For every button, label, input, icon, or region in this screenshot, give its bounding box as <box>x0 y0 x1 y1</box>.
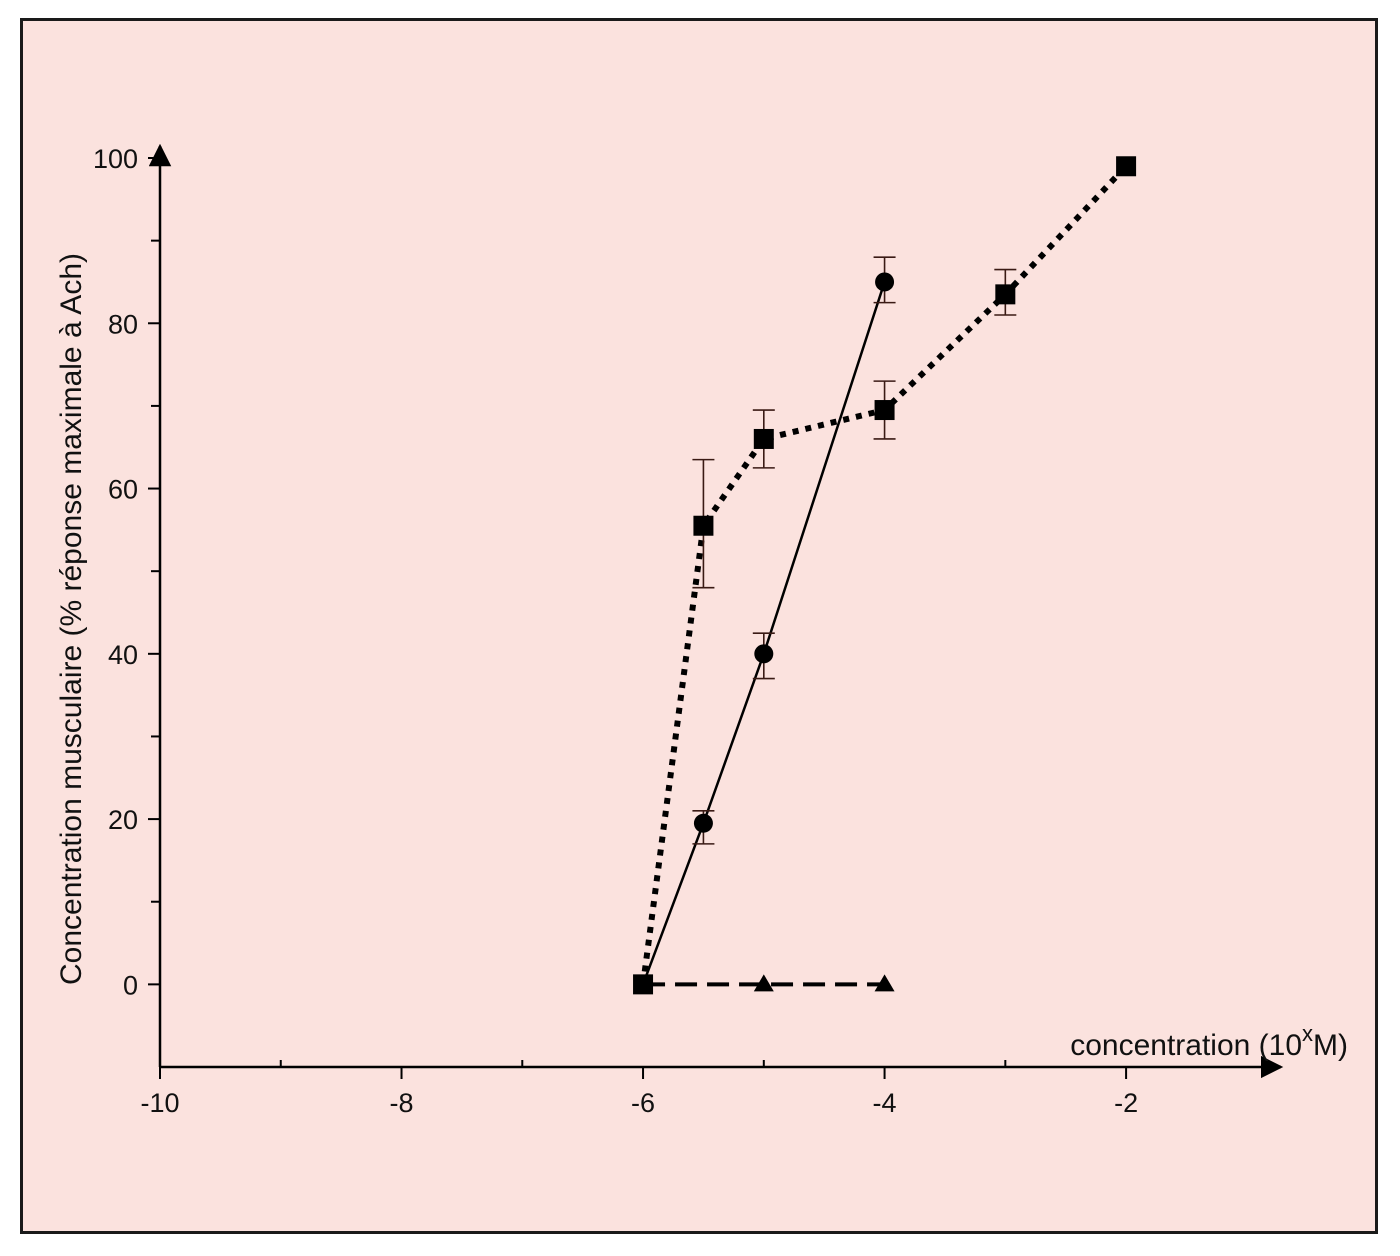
y-tick-labels: 0 20 40 60 80 100 <box>93 144 138 1000</box>
chart-frame: -10 -8 -6 -4 -2 0 20 40 60 80 100 Concentration m… <box>20 18 1378 1234</box>
tick-marks <box>148 157 1128 1079</box>
data-point-triangle <box>753 974 774 992</box>
x-axis-title: concentration (10xM) <box>1070 1021 1348 1062</box>
data-point-circle <box>754 644 774 664</box>
y-axis-title: Concentration musculaire (% réponse maxi… <box>55 253 88 985</box>
x-tick-label: -2 <box>1114 1088 1138 1118</box>
data-point-circle <box>693 813 713 833</box>
x-tick-label: -6 <box>631 1088 655 1118</box>
y-tick-label: 0 <box>123 970 138 1000</box>
chart-canvas: -10 -8 -6 -4 -2 0 20 40 60 80 100 Concentration m… <box>55 143 1348 1118</box>
y-tick-label: 100 <box>93 144 138 174</box>
data-point-origin <box>635 976 652 993</box>
x-tick-label: -4 <box>873 1088 897 1118</box>
data-point-triangle <box>874 974 895 992</box>
x-axis-title-unit: M) <box>1313 1029 1348 1062</box>
series-line-circle <box>641 281 886 985</box>
x-tick-label: -10 <box>140 1088 179 1118</box>
series-line-square <box>640 164 1129 985</box>
data-point-square <box>874 400 895 421</box>
data-point-square <box>753 428 774 449</box>
data-point-square <box>693 515 714 536</box>
series-lines <box>640 164 1129 987</box>
data-point-square <box>1116 156 1137 177</box>
x-axis-title-exponent: x <box>1302 1021 1313 1046</box>
data-point-square <box>995 284 1016 305</box>
error-bars <box>692 256 1017 845</box>
x-tick-labels: -10 -8 -6 -4 -2 <box>140 1088 1138 1118</box>
y-tick-label: 20 <box>108 805 138 835</box>
x-axis-title-main: concentration (10 <box>1070 1029 1302 1062</box>
y-tick-label: 40 <box>108 640 138 670</box>
data-point-circle <box>875 272 895 292</box>
x-tick-label: -8 <box>390 1088 414 1118</box>
y-tick-label: 80 <box>108 309 138 339</box>
data-markers <box>633 156 1137 995</box>
axes <box>148 143 1284 1079</box>
y-tick-label: 60 <box>108 475 138 505</box>
